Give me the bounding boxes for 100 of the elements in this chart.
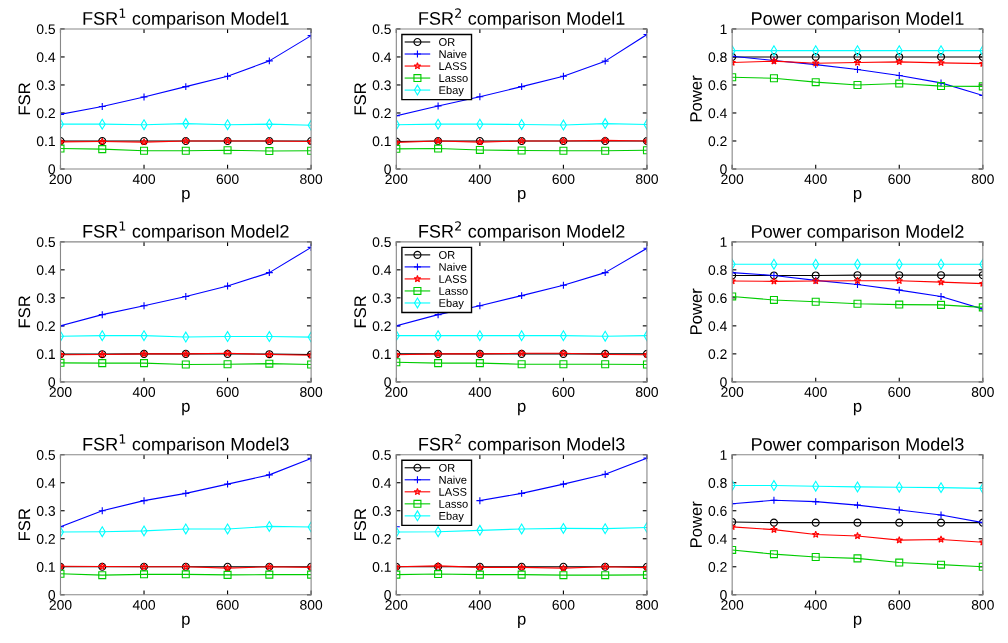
legend-label: Naive	[439, 49, 467, 59]
x-axis-title: p	[518, 402, 526, 416]
legend-label: Lasso	[439, 287, 468, 295]
y-tick-label: 1	[720, 237, 727, 247]
legend-label: Naive	[439, 262, 467, 271]
y-axis-title: FSR	[354, 295, 367, 328]
x-tick-label: 800	[300, 600, 323, 610]
y-tick-label: 0.4	[36, 265, 56, 276]
y-axis-title: Power	[690, 288, 702, 335]
y-tick-label: 0.2	[36, 321, 55, 332]
legend-label: OR	[439, 463, 455, 472]
chart-title: Power comparison Model1	[752, 11, 964, 29]
x-tick-label: 200	[385, 174, 408, 185]
y-tick-label: 0.2	[36, 108, 55, 119]
x-axis-title: p	[853, 615, 862, 629]
y-tick-label: 0.5	[372, 450, 391, 460]
y-tick-label: 0	[720, 164, 727, 175]
x-axis-title: p	[853, 189, 862, 203]
y-tick-label: 0	[48, 164, 56, 175]
legend-label: OR	[439, 251, 455, 259]
y-tick-label: 0.5	[36, 237, 56, 247]
y-tick-label: 0.4	[36, 52, 56, 63]
y-axis-title: Power	[690, 501, 702, 547]
x-tick-label: 600	[888, 174, 911, 185]
x-tick-label: 800	[300, 174, 323, 185]
y-tick-label: 0.1	[372, 562, 391, 572]
y-tick-label: 0.2	[36, 534, 55, 544]
legend-label: Lasso	[439, 500, 468, 508]
y-tick-label: 0.1	[36, 136, 55, 147]
x-tick-label: 200	[49, 387, 72, 397]
y-tick-label: 0.5	[372, 237, 391, 247]
y-tick-label: 0.4	[372, 265, 392, 276]
y-tick-label: 0.8	[708, 265, 727, 276]
y-axis-title: FSR	[18, 295, 31, 328]
y-tick-label: 0.4	[372, 52, 392, 63]
x-tick-label: 600	[552, 600, 575, 610]
y-tick-label: 0.6	[708, 293, 727, 304]
legend-label: OR	[439, 38, 455, 46]
x-tick-label: 600	[216, 174, 239, 185]
x-axis-title: p	[182, 189, 190, 203]
y-tick-label: 0.4	[708, 321, 727, 332]
x-tick-label: 400	[468, 387, 491, 397]
y-tick-label: 0	[48, 377, 56, 388]
y-axis-title: Power	[690, 75, 702, 122]
y-tick-label: 0.2	[708, 349, 727, 360]
x-tick-label: 800	[971, 174, 994, 185]
x-tick-label: 200	[721, 174, 744, 185]
y-tick-label: 0.3	[372, 506, 391, 516]
chart-title: Power comparison Model2	[752, 224, 964, 242]
y-tick-label: 0	[384, 377, 391, 388]
chart-title: FSR$^{2}$ comparison Model1	[419, 8, 625, 29]
y-tick-label: 0.2	[708, 136, 727, 147]
y-tick-label: 0.2	[708, 562, 727, 572]
x-tick-label: 800	[971, 600, 994, 610]
x-tick-label: 800	[971, 387, 994, 397]
y-tick-label: 0	[720, 377, 727, 388]
y-tick-label: 0.8	[708, 52, 727, 63]
y-tick-label: 0.5	[36, 450, 56, 460]
x-tick-label: 400	[804, 600, 827, 610]
x-axis-title: p	[518, 189, 526, 203]
x-axis-title: p	[853, 402, 862, 416]
x-tick-label: 400	[132, 387, 156, 397]
y-tick-label: 0	[384, 164, 391, 175]
y-tick-label: 0	[720, 590, 727, 600]
y-axis-title: FSR	[354, 508, 367, 541]
y-tick-label: 0.5	[36, 24, 56, 35]
x-tick-label: 600	[888, 387, 911, 397]
y-tick-label: 0.5	[372, 24, 391, 35]
y-axis-title: FSR	[18, 508, 31, 541]
y-tick-label: 0.3	[372, 293, 391, 304]
x-tick-label: 200	[385, 387, 408, 397]
y-tick-label: 0	[384, 590, 391, 600]
y-tick-label: 0	[48, 590, 56, 600]
x-tick-label: 400	[132, 600, 156, 610]
x-tick-label: 200	[49, 600, 72, 610]
legend-label: LASS	[439, 275, 467, 283]
x-tick-label: 400	[804, 174, 827, 185]
x-tick-label: 200	[721, 387, 744, 397]
x-tick-label: 400	[804, 387, 827, 397]
legend-label: Lasso	[439, 74, 468, 83]
chart-title: FSR$^{2}$ comparison Model3	[419, 434, 625, 455]
y-tick-label: 0.4	[372, 478, 392, 488]
x-tick-label: 400	[468, 600, 491, 610]
chart-title: FSR$^{1}$ comparison Model2	[83, 221, 289, 242]
y-tick-label: 0.4	[708, 108, 727, 119]
y-tick-label: 1	[720, 24, 727, 34]
chart-title: FSR$^{1}$ comparison Model1	[83, 8, 289, 29]
x-axis-title: p	[182, 615, 190, 629]
x-tick-label: 200	[721, 600, 744, 610]
y-tick-label: 0.6	[708, 80, 727, 91]
y-tick-label: 0.1	[372, 349, 391, 360]
y-axis-title: FSR	[18, 83, 31, 115]
y-tick-label: 0.6	[708, 506, 727, 516]
x-tick-label: 800	[635, 387, 658, 397]
x-tick-label: 200	[49, 174, 72, 185]
y-axis-title: FSR	[354, 83, 367, 115]
y-tick-label: 0.2	[372, 108, 391, 119]
x-tick-label: 400	[468, 174, 491, 185]
legend-label: Ebay	[439, 85, 464, 97]
x-tick-label: 600	[552, 174, 575, 185]
